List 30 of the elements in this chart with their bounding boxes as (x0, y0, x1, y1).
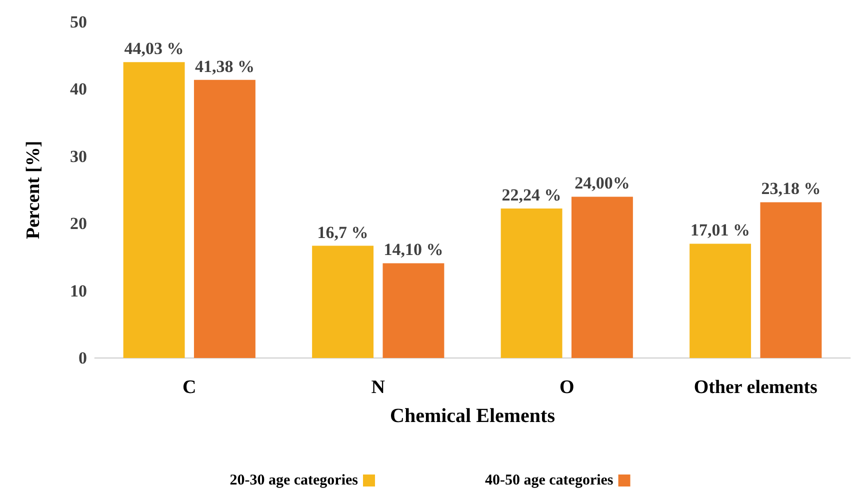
data-label: 44,03 % (124, 39, 184, 58)
y-tick-label: 50 (70, 12, 87, 32)
data-label: 14,10 % (384, 240, 444, 260)
data-label: 22,24 % (502, 186, 562, 205)
y-tick-label: 10 (70, 281, 87, 300)
bar (690, 244, 752, 358)
bar (123, 62, 185, 358)
y-tick-label: 30 (70, 146, 87, 166)
y-tick-label: 0 (78, 348, 87, 368)
y-tick-label: 40 (70, 80, 87, 99)
legend-label: 40-50 age categories (484, 472, 614, 488)
data-label: 41,38 % (194, 56, 254, 76)
data-label: 16,7 % (317, 222, 368, 242)
x-tick-label: C (182, 377, 196, 398)
y-axis-title: Percent [%] (23, 140, 44, 240)
x-axis-title: Chemical Elements (390, 405, 556, 427)
bar (194, 80, 256, 358)
x-tick-label: N (371, 377, 386, 398)
bar (500, 208, 562, 358)
bar (760, 202, 822, 358)
y-tick-label: 20 (70, 214, 87, 234)
bar (571, 196, 633, 358)
x-tick-label: O (559, 377, 574, 398)
data-label: 17,01 % (690, 220, 750, 240)
data-label: 23,18 % (761, 179, 821, 198)
bar (312, 246, 374, 358)
x-tick-label: Other elements (694, 377, 818, 398)
data-label: 24,00% (574, 174, 630, 193)
bar (382, 263, 444, 358)
legend-label: 20-30 age categories (230, 472, 358, 488)
